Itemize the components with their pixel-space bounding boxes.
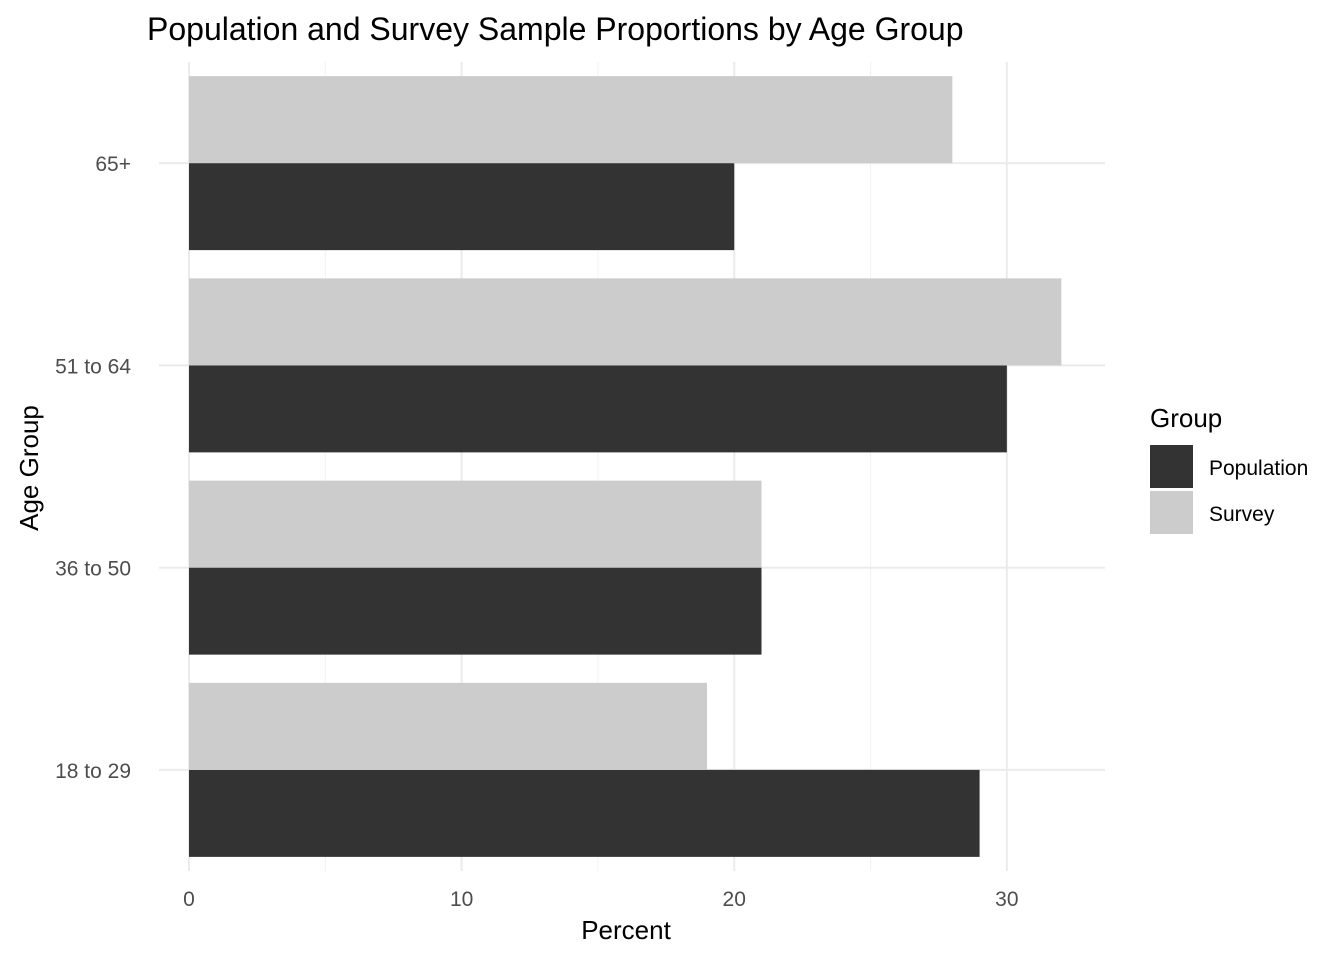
axes: 0 10 20 30 18 to 29 36 to 50 51 to 64 65+ bbox=[55, 153, 1018, 911]
legend-label-survey: Survey bbox=[1209, 503, 1275, 526]
y-tick-label: 65+ bbox=[95, 153, 131, 176]
legend-key-survey bbox=[1150, 491, 1193, 534]
y-axis-title: Age Group bbox=[14, 405, 44, 531]
x-tick-label: 0 bbox=[183, 888, 195, 911]
bar-population-51-to-64 bbox=[189, 365, 1007, 453]
bar-survey-65- bbox=[189, 76, 953, 164]
x-tick-label: 20 bbox=[723, 888, 746, 911]
bars bbox=[189, 76, 1062, 857]
y-tick-label: 18 to 29 bbox=[55, 760, 131, 783]
bar-survey-36-to-50 bbox=[189, 480, 762, 568]
legend: Group Population Survey bbox=[1150, 403, 1308, 534]
bar-survey-51-to-64 bbox=[189, 278, 1062, 366]
x-axis-title: Percent bbox=[581, 915, 671, 945]
legend-title: Group bbox=[1150, 403, 1222, 433]
x-tick-label: 10 bbox=[450, 888, 473, 911]
y-tick-label: 36 to 50 bbox=[55, 558, 131, 581]
bar-population-18-to-29 bbox=[189, 769, 980, 857]
y-tick-label: 51 to 64 bbox=[55, 355, 131, 378]
chart-title: Population and Survey Sample Proportions… bbox=[147, 11, 964, 47]
legend-label-population: Population bbox=[1209, 457, 1308, 480]
x-tick-label: 30 bbox=[995, 888, 1018, 911]
bar-population-65- bbox=[189, 163, 735, 251]
bar-survey-18-to-29 bbox=[189, 682, 707, 770]
bar-population-36-to-50 bbox=[189, 567, 762, 655]
legend-key-population bbox=[1150, 445, 1193, 488]
